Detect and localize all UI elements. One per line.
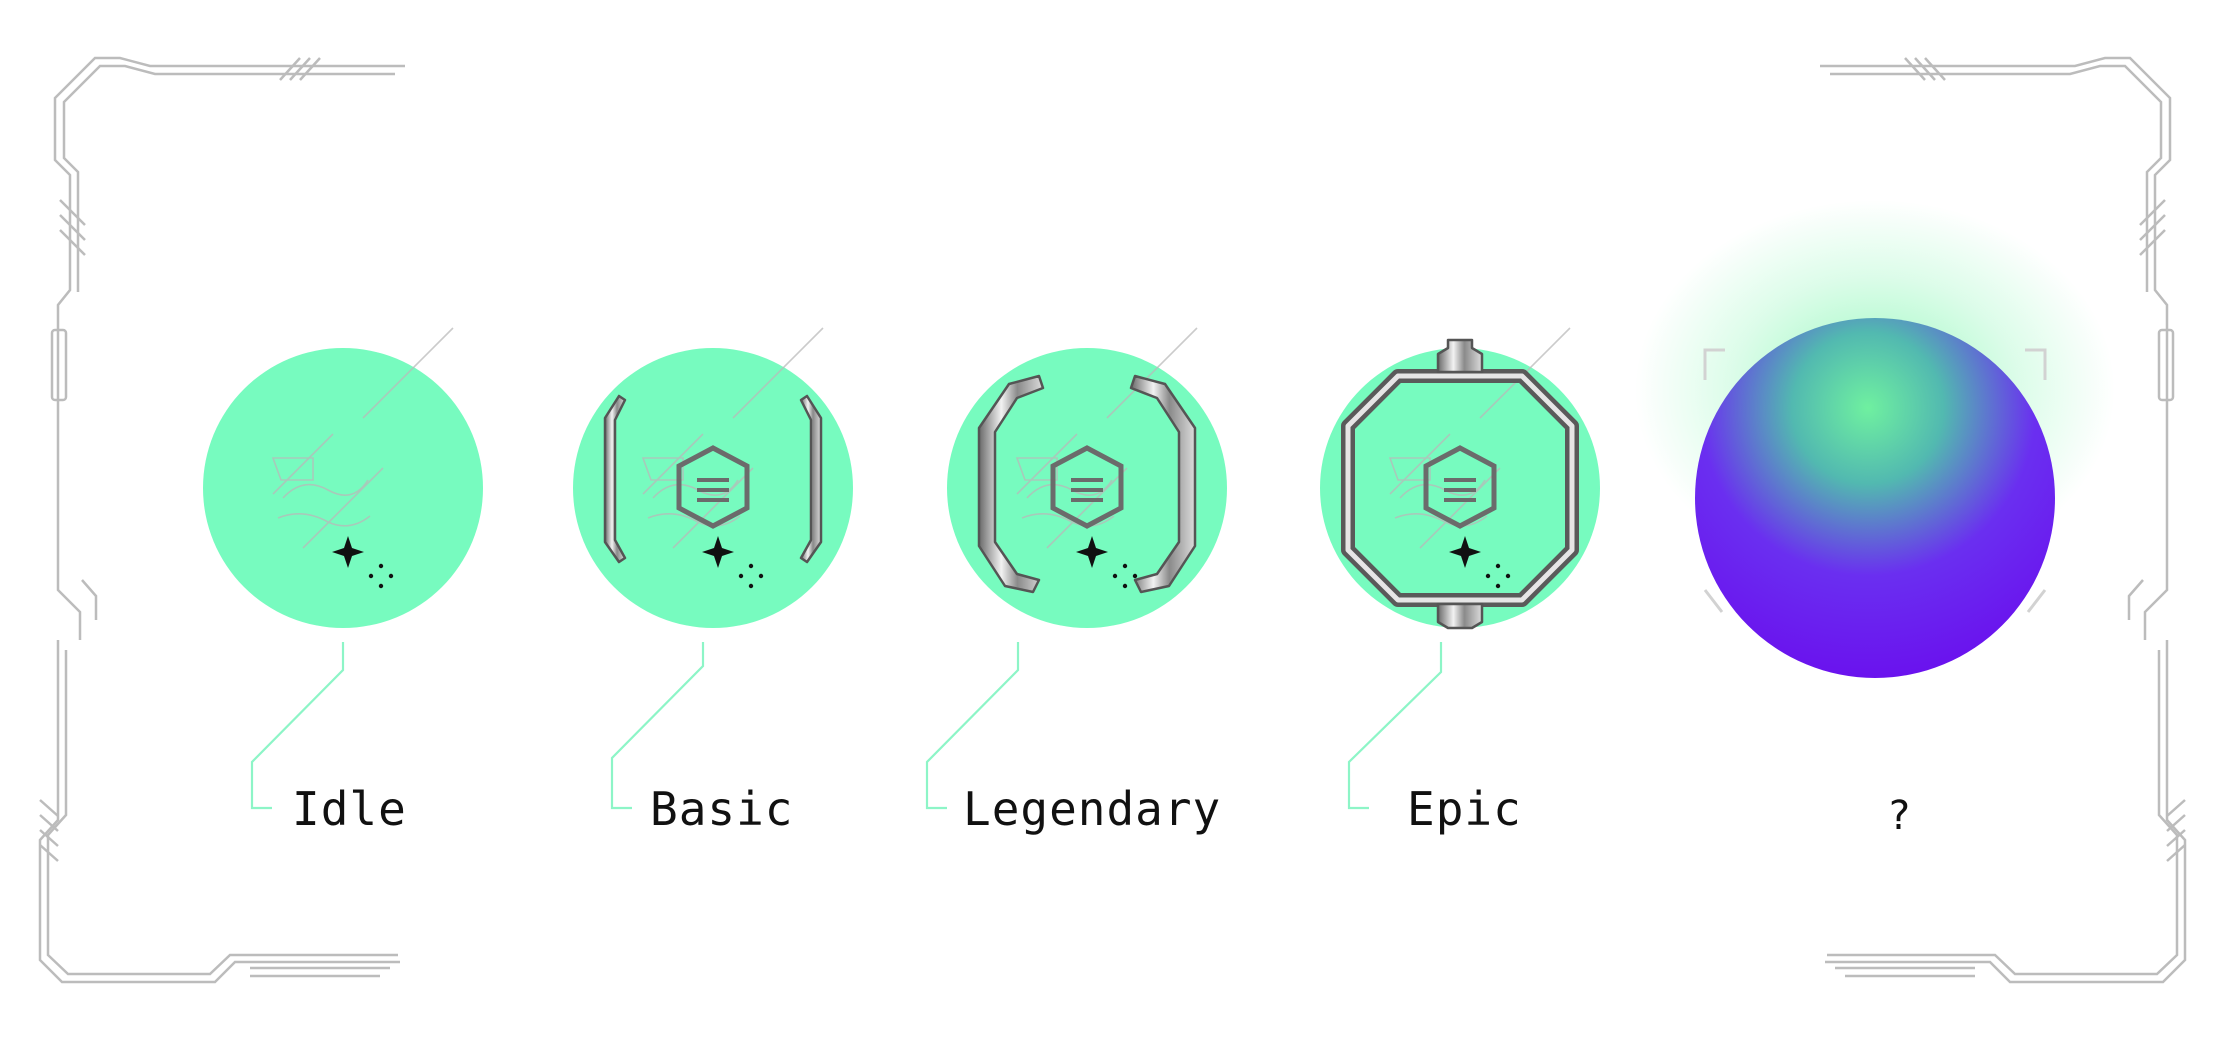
- idle-core-icon: [203, 327, 483, 628]
- basic-armor-icon: [573, 327, 853, 628]
- epic-armor-icon: [1320, 327, 1600, 630]
- sparkle-icon: [702, 536, 734, 568]
- sparkle-icon: [1076, 536, 1108, 568]
- tier-connector-line: [1347, 642, 1443, 810]
- tier-disc: [203, 348, 483, 628]
- orb-bracket-outline: [1703, 348, 2047, 613]
- core-shield-icon: [1423, 445, 1497, 529]
- tier-label-idle: Idle: [292, 782, 407, 836]
- dotted-cross-icon: [738, 563, 764, 589]
- tier-connector-line: [610, 642, 705, 810]
- armor-bracket-right: [1129, 374, 1197, 594]
- armor-bracket-left: [977, 374, 1045, 594]
- frame-corner-bottom-right: [1825, 640, 2187, 984]
- frame-corner-top-left: [50, 56, 405, 640]
- tier-label-epic: Epic: [1407, 782, 1522, 836]
- tier-connector-line: [925, 642, 1020, 810]
- core-shield-icon: [1050, 445, 1124, 529]
- armor-bracket-right: [799, 394, 823, 564]
- core-shield-icon: [676, 445, 750, 529]
- armor-crest-top: [1436, 338, 1484, 374]
- sparkle-icon: [332, 536, 364, 568]
- dotted-cross-icon: [368, 563, 394, 589]
- frame-corner-bottom-left: [38, 640, 400, 984]
- tier-label-basic: Basic: [650, 782, 794, 836]
- armor-ring: [1341, 338, 1579, 630]
- sparkle-icon: [1449, 536, 1481, 568]
- mystery-label: ?: [1887, 793, 1912, 839]
- armor-bracket-left: [603, 394, 627, 564]
- tier-label-legendary: Legendary: [963, 782, 1222, 836]
- armor-crest-bottom: [1436, 602, 1484, 630]
- mystery-orb: [1695, 318, 2055, 678]
- legendary-armor-icon: [947, 327, 1227, 628]
- dotted-cross-icon: [1485, 563, 1511, 589]
- tier-connector-line: [250, 642, 345, 810]
- mystery-orb-icon: [1635, 200, 2115, 678]
- circuit-trace-lines: [271, 327, 454, 549]
- dotted-cross-icon: [1112, 563, 1138, 589]
- frame-corner-top-right: [1820, 56, 2175, 640]
